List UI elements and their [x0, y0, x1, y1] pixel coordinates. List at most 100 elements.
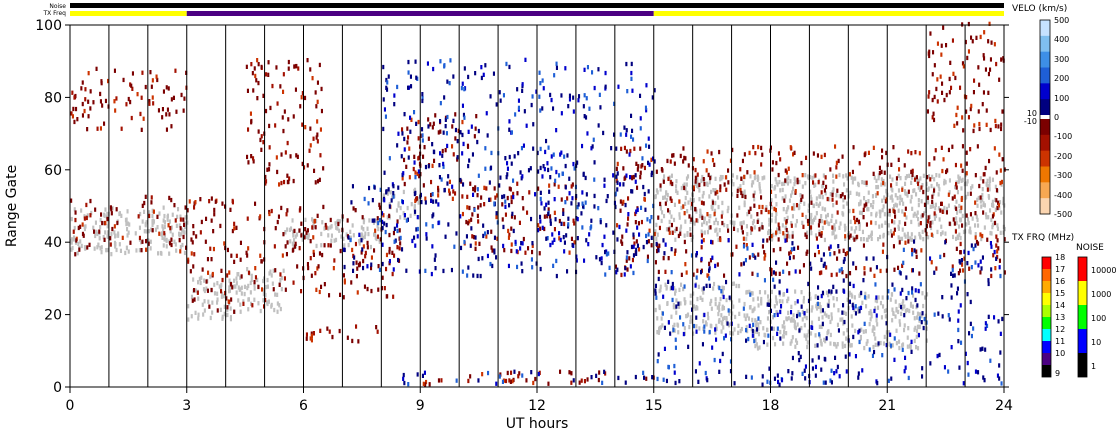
positive-velocity-mark — [568, 191, 571, 196]
positive-velocity-mark — [598, 92, 601, 97]
negative-velocity-mark — [805, 234, 808, 240]
ground-scatter-mark — [938, 217, 941, 222]
positive-velocity-mark — [811, 358, 814, 363]
txfreq-tick-label: 9 — [1055, 369, 1060, 378]
velocity-tick-label: -10 — [1024, 117, 1037, 126]
negative-velocity-mark — [167, 223, 170, 228]
ground-scatter-mark — [677, 330, 680, 335]
negative-velocity-mark — [812, 151, 815, 156]
ground-scatter-mark — [97, 243, 100, 248]
positive-velocity-mark — [560, 93, 563, 98]
ground-scatter-mark — [850, 343, 853, 348]
positive-velocity-mark — [654, 288, 657, 293]
ground-scatter-mark — [805, 315, 808, 321]
positive-velocity-mark — [674, 380, 677, 386]
negative-velocity-mark — [392, 230, 395, 236]
negative-velocity-mark — [907, 189, 910, 194]
positive-velocity-mark — [876, 381, 879, 386]
ground-scatter-mark — [807, 329, 810, 334]
negative-velocity-mark — [315, 104, 318, 109]
negative-velocity-mark — [961, 262, 964, 267]
x-tick-label: 12 — [528, 398, 546, 414]
positive-velocity-mark — [427, 124, 430, 129]
negative-velocity-mark — [257, 284, 260, 290]
negative-velocity-mark — [242, 301, 245, 306]
ground-scatter-mark — [882, 341, 885, 346]
negative-velocity-mark — [985, 122, 988, 127]
negative-velocity-mark — [954, 162, 957, 168]
negative-velocity-mark — [437, 378, 440, 383]
positive-velocity-mark — [733, 381, 736, 386]
negative-velocity-mark — [619, 208, 622, 213]
ground-scatter-mark — [785, 331, 788, 336]
negative-velocity-mark — [474, 241, 477, 246]
ground-scatter-mark — [680, 224, 683, 229]
ground-scatter-mark — [875, 185, 878, 190]
positive-velocity-mark — [440, 177, 443, 182]
ground-scatter-mark — [685, 182, 688, 187]
negative-velocity-mark — [318, 289, 321, 295]
positive-velocity-mark — [763, 278, 766, 283]
positive-velocity-mark — [617, 84, 620, 89]
negative-velocity-mark — [259, 214, 262, 219]
positive-velocity-mark — [397, 185, 400, 190]
positive-velocity-mark — [514, 112, 517, 117]
txfreq-segment-0 — [70, 11, 187, 16]
ground-scatter-mark — [96, 245, 99, 250]
negative-velocity-mark — [633, 241, 636, 246]
ground-scatter-mark — [991, 202, 994, 208]
positive-velocity-mark — [835, 289, 838, 294]
positive-velocity-mark — [989, 241, 992, 246]
positive-velocity-mark — [442, 268, 445, 274]
positive-velocity-mark — [745, 374, 748, 379]
positive-velocity-mark — [581, 201, 584, 206]
positive-velocity-mark — [828, 289, 831, 294]
negative-velocity-mark — [425, 379, 428, 385]
positive-velocity-mark — [851, 303, 854, 308]
ground-scatter-mark — [271, 281, 274, 286]
ground-scatter-mark — [163, 220, 166, 225]
positive-velocity-mark — [862, 278, 865, 283]
velocity-swatch — [1040, 83, 1050, 100]
ground-scatter-mark — [751, 220, 754, 226]
ground-scatter-mark — [871, 328, 874, 333]
ground-scatter-mark — [253, 286, 256, 291]
ground-scatter-mark — [698, 326, 701, 331]
ground-scatter-mark — [981, 192, 984, 198]
positive-velocity-mark — [505, 175, 508, 180]
ground-scatter-mark — [781, 324, 784, 329]
ground-scatter-mark — [793, 181, 796, 187]
ground-scatter-mark — [345, 232, 348, 237]
negative-velocity-mark — [553, 227, 556, 232]
negative-velocity-mark — [274, 226, 277, 231]
ground-scatter-mark — [71, 245, 74, 251]
negative-velocity-mark — [835, 174, 838, 179]
ground-scatter-mark — [902, 299, 905, 304]
negative-velocity-mark — [785, 170, 788, 175]
negative-velocity-mark — [659, 201, 662, 207]
positive-velocity-mark — [439, 101, 442, 106]
negative-velocity-mark — [562, 208, 565, 213]
negative-velocity-mark — [220, 268, 223, 273]
ground-scatter-mark — [714, 208, 717, 214]
ground-scatter-mark — [702, 290, 705, 295]
ground-scatter-mark — [958, 232, 961, 237]
negative-velocity-mark — [945, 43, 948, 48]
ground-scatter-mark — [166, 213, 169, 218]
positive-velocity-mark — [865, 256, 868, 261]
negative-velocity-mark — [683, 211, 686, 216]
negative-velocity-mark — [870, 220, 873, 225]
positive-velocity-mark — [917, 288, 920, 294]
negative-velocity-mark — [461, 119, 464, 125]
positive-velocity-mark — [591, 144, 594, 149]
ground-scatter-mark — [757, 332, 760, 337]
positive-velocity-mark — [623, 272, 626, 277]
ground-scatter-mark — [865, 341, 868, 346]
ground-scatter-mark — [838, 194, 841, 199]
ground-scatter-mark — [992, 203, 995, 208]
ground-scatter-mark — [740, 221, 743, 226]
negative-velocity-mark — [637, 221, 640, 226]
ground-scatter-mark — [891, 188, 894, 193]
noise-swatch — [1078, 305, 1087, 329]
negative-velocity-mark — [680, 272, 683, 277]
